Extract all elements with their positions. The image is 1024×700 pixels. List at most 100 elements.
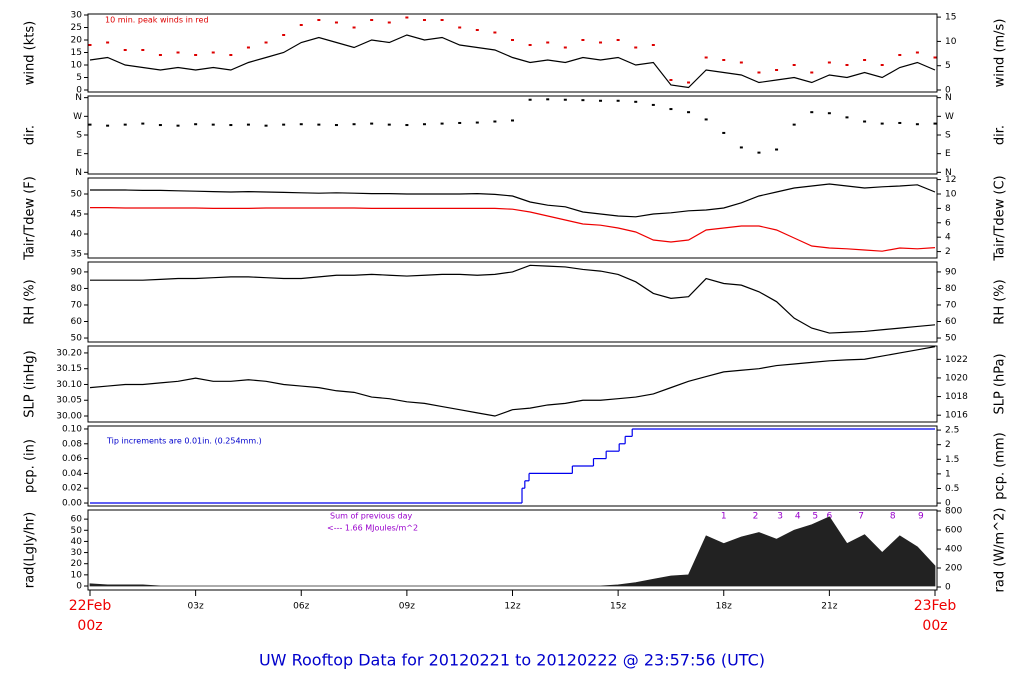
x-tick-label: 22Feb bbox=[69, 598, 112, 614]
y-tick-label: 30 bbox=[71, 548, 83, 558]
y-tick-label: 30 bbox=[71, 11, 83, 21]
y2-tick-label: 1.5 bbox=[945, 455, 959, 465]
y-tick-label: 40 bbox=[71, 230, 83, 240]
data-point bbox=[123, 49, 127, 51]
y-tick-label: 70 bbox=[71, 300, 83, 310]
y-tick-label: 90 bbox=[71, 267, 83, 277]
data-point bbox=[317, 19, 321, 21]
y-tick-label: 0.08 bbox=[62, 439, 82, 449]
data-point bbox=[458, 121, 462, 124]
hour-marker: 2 bbox=[753, 512, 759, 522]
x-tick-label: 09z bbox=[399, 602, 415, 612]
y2-tick-label: 1016 bbox=[945, 411, 968, 421]
y-tick-label: 0 bbox=[76, 581, 82, 591]
data-point bbox=[123, 123, 127, 126]
data-point bbox=[334, 21, 338, 24]
data-point bbox=[599, 99, 603, 102]
y2-tick-label: E bbox=[945, 149, 951, 159]
y-tick-label: 30.20 bbox=[56, 348, 82, 358]
data-point bbox=[141, 122, 145, 125]
y2-tick-label: 80 bbox=[945, 284, 957, 294]
hour-marker: 4 bbox=[795, 512, 801, 522]
data-point bbox=[704, 118, 708, 121]
data-point bbox=[669, 79, 673, 81]
y2-tick-label: N bbox=[945, 168, 952, 178]
data-point bbox=[211, 123, 215, 126]
data-point bbox=[440, 19, 444, 21]
panel-frame bbox=[87, 425, 938, 507]
hour-marker: 3 bbox=[777, 512, 783, 522]
y2-axis-title: RH (%) bbox=[993, 279, 1008, 324]
annotation: Tip increments are 0.01in. (0.254mm.) bbox=[106, 437, 262, 446]
data-point bbox=[775, 148, 779, 151]
data-point bbox=[422, 19, 426, 21]
y2-tick-label: 10 bbox=[945, 189, 957, 199]
data-point bbox=[106, 41, 110, 44]
x-tick-sublabel: 00z bbox=[922, 618, 947, 634]
data-point bbox=[827, 61, 831, 64]
y-tick-label: 50 bbox=[71, 526, 83, 536]
y2-axis-title: dir. bbox=[993, 125, 1008, 145]
y-tick-label: 30.05 bbox=[56, 396, 82, 406]
data-point bbox=[792, 123, 796, 126]
data-point bbox=[651, 44, 655, 46]
data-point bbox=[810, 111, 814, 114]
data-point bbox=[810, 71, 814, 74]
y-tick-label: 10 bbox=[71, 570, 83, 580]
x-tick-label: 23Feb bbox=[914, 598, 957, 614]
y-tick-label: 25 bbox=[71, 23, 82, 33]
y-axis-title: dir. bbox=[23, 125, 38, 145]
y-tick-label: 0.04 bbox=[62, 469, 82, 479]
data-point bbox=[757, 71, 761, 74]
y-tick-label: 60 bbox=[71, 317, 83, 327]
data-point bbox=[757, 151, 761, 154]
data-point bbox=[528, 44, 532, 46]
data-point bbox=[581, 39, 585, 41]
data-point bbox=[616, 99, 620, 102]
data-point bbox=[827, 112, 831, 115]
data-point bbox=[176, 124, 180, 127]
data-point bbox=[475, 121, 479, 124]
annotation: Sum of previous day bbox=[330, 512, 412, 521]
data-point bbox=[722, 59, 726, 61]
data-line bbox=[90, 183, 936, 218]
panel-frame bbox=[87, 95, 938, 175]
y-tick-label: S bbox=[76, 131, 82, 141]
hour-marker: 8 bbox=[890, 512, 896, 522]
y2-tick-label: 15 bbox=[945, 13, 956, 23]
data-point bbox=[370, 122, 374, 125]
y-tick-label: N bbox=[75, 93, 82, 103]
data-point bbox=[687, 81, 691, 84]
data-point bbox=[106, 124, 110, 127]
y2-tick-label: 70 bbox=[945, 300, 957, 310]
data-point bbox=[352, 123, 356, 126]
y2-tick-label: 1018 bbox=[945, 392, 968, 402]
y-tick-label: 0.06 bbox=[62, 454, 82, 464]
data-area bbox=[89, 516, 936, 587]
annotation: <--- 1.66 MJoules/m^2 bbox=[327, 524, 418, 533]
data-point bbox=[352, 26, 356, 29]
y2-tick-label: 600 bbox=[945, 525, 962, 535]
data-point bbox=[440, 122, 444, 125]
data-point bbox=[863, 120, 867, 123]
hour-marker: 9 bbox=[918, 512, 924, 522]
data-point bbox=[158, 54, 162, 56]
data-point bbox=[669, 108, 673, 111]
data-point bbox=[775, 69, 779, 71]
y2-tick-label: 2 bbox=[945, 247, 951, 257]
data-point bbox=[282, 123, 286, 126]
y2-tick-label: 50 bbox=[945, 334, 957, 344]
y2-tick-label: 0.5 bbox=[945, 484, 959, 494]
data-point bbox=[528, 98, 532, 101]
data-point bbox=[334, 124, 338, 127]
y2-tick-label: 0 bbox=[945, 499, 951, 509]
y2-tick-label: 400 bbox=[945, 544, 962, 554]
data-point bbox=[511, 39, 514, 41]
data-point bbox=[493, 120, 497, 123]
data-line bbox=[89, 346, 936, 417]
y-tick-label: 10 bbox=[71, 61, 83, 71]
data-point bbox=[317, 123, 321, 126]
y2-tick-label: 200 bbox=[945, 563, 962, 573]
data-point bbox=[370, 19, 374, 21]
